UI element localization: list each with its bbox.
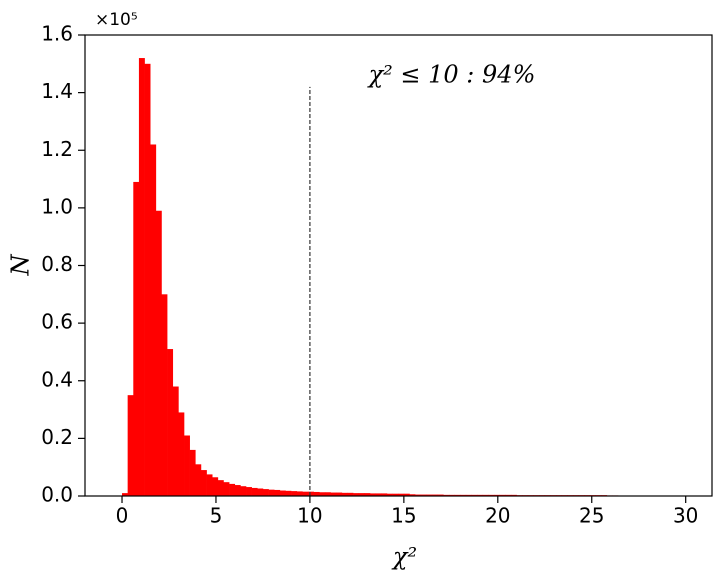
bar [291, 491, 298, 496]
y-offset-label: ×10⁵ [95, 10, 138, 30]
bar [234, 485, 241, 496]
bar [223, 482, 230, 496]
bar [341, 492, 348, 496]
y-tick-label: 0.0 [41, 483, 73, 507]
bar [432, 494, 438, 496]
bar [122, 493, 128, 496]
bar [398, 493, 405, 496]
bar [415, 494, 422, 496]
bar [353, 493, 360, 496]
bar [386, 493, 393, 496]
bar [240, 486, 247, 496]
bar [133, 181, 140, 496]
y-tick-label: 0.8 [41, 252, 73, 276]
bar [274, 489, 281, 496]
bar [144, 63, 151, 496]
bar [268, 489, 275, 496]
bar [426, 494, 433, 496]
y-tick-label: 0.2 [41, 425, 73, 449]
bar [212, 477, 219, 496]
bar [308, 491, 314, 496]
bar [324, 492, 331, 496]
bar [155, 210, 162, 496]
x-tick-label: 20 [485, 504, 510, 528]
bar [319, 492, 326, 496]
bar [409, 494, 416, 496]
x-tick-label: 30 [673, 504, 698, 528]
bar [302, 491, 309, 496]
x-tick-label: 0 [116, 504, 129, 528]
x-tick-label: 5 [210, 504, 223, 528]
y-tick-label: 0.4 [41, 367, 73, 391]
bar [217, 480, 224, 496]
bar [200, 470, 207, 496]
bar [189, 449, 196, 496]
bar [375, 493, 382, 496]
bar [403, 493, 410, 496]
bar [336, 492, 343, 496]
bar [347, 492, 354, 496]
bar [206, 474, 213, 496]
bar [161, 294, 168, 496]
y-tick-label: 0.6 [41, 310, 73, 334]
bar [138, 58, 145, 497]
x-tick-label: 25 [579, 504, 604, 528]
x-tick-label: 15 [391, 504, 416, 528]
bar [178, 412, 185, 496]
bar [127, 395, 134, 496]
annotation: χ² ≤ 10 : 94% [367, 61, 536, 89]
bar [262, 489, 269, 496]
bar [285, 490, 292, 496]
bar [381, 493, 388, 496]
bar [172, 386, 179, 496]
bar [251, 487, 258, 496]
bar [150, 144, 157, 497]
bar [370, 493, 376, 496]
bar [358, 493, 365, 496]
bar [420, 494, 427, 496]
bar [279, 490, 286, 496]
bar [184, 435, 190, 496]
bar [313, 491, 320, 496]
bar [167, 349, 174, 496]
y-tick-label: 1.6 [41, 22, 73, 46]
x-axis-label: χ² [391, 543, 417, 571]
bar [437, 494, 444, 496]
y-tick-label: 1.2 [41, 137, 73, 161]
bar [330, 492, 337, 496]
bar [392, 493, 399, 496]
bar [195, 464, 202, 496]
y-axis-label: N [7, 254, 35, 277]
bar [246, 487, 252, 496]
y-tick-label: 1.4 [41, 79, 73, 103]
bar [257, 488, 264, 496]
y-tick-label: 1.0 [41, 194, 73, 218]
bar [229, 483, 236, 496]
bar [364, 493, 371, 496]
x-tick-label: 10 [297, 504, 322, 528]
bar [296, 491, 303, 496]
